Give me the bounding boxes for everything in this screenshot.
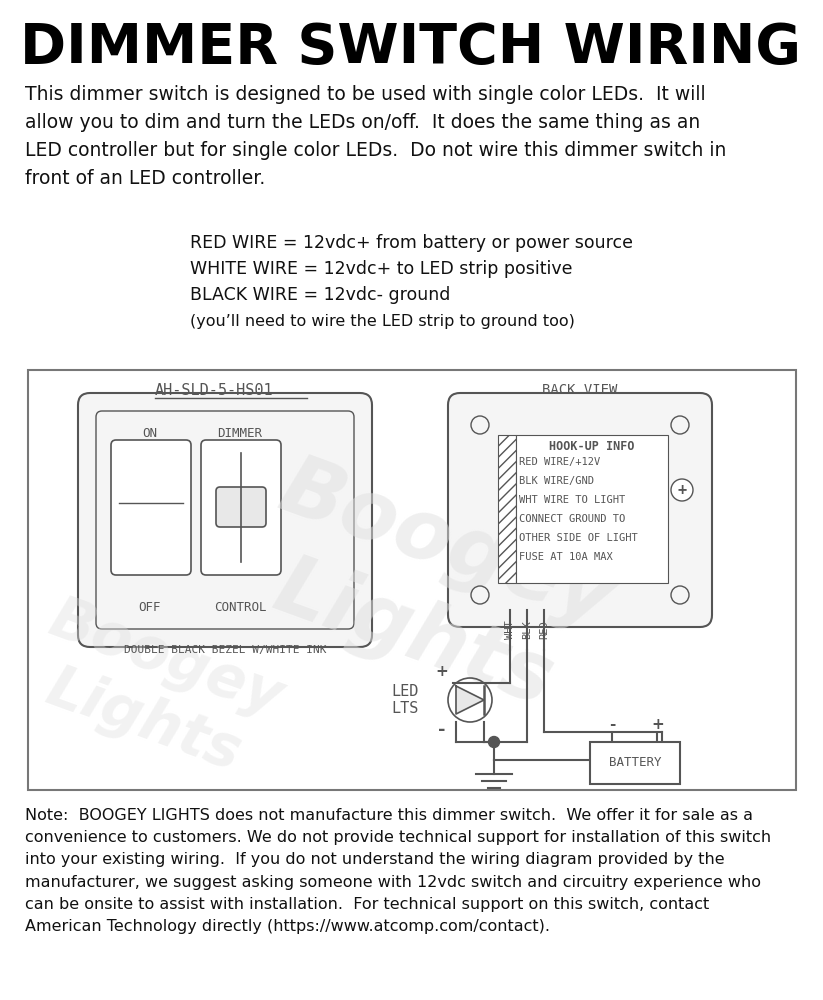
FancyBboxPatch shape — [78, 393, 372, 647]
Text: -: - — [609, 717, 616, 732]
Circle shape — [671, 479, 693, 501]
Text: WHITE WIRE = 12vdc+ to LED strip positive: WHITE WIRE = 12vdc+ to LED strip positiv… — [190, 260, 573, 278]
Bar — [590, 742, 680, 784]
Text: HOOK-UP INFO: HOOK-UP INFO — [549, 440, 635, 453]
Text: +: + — [651, 717, 664, 732]
Circle shape — [489, 736, 500, 748]
Text: CONNECT GROUND TO: CONNECT GROUND TO — [519, 514, 625, 524]
Text: OFF: OFF — [139, 601, 161, 614]
Text: BATTERY: BATTERY — [609, 756, 661, 770]
Text: BLACK WIRE = 12vdc- ground: BLACK WIRE = 12vdc- ground — [190, 286, 450, 304]
Text: Boogey
Lights: Boogey Lights — [19, 590, 291, 790]
FancyBboxPatch shape — [96, 411, 354, 629]
Text: Note:  BOOGEY LIGHTS does not manufacture this dimmer switch.  We offer it for s: Note: BOOGEY LIGHTS does not manufacture… — [25, 808, 771, 934]
Text: +: + — [677, 483, 686, 497]
FancyBboxPatch shape — [111, 440, 191, 575]
Text: This dimmer switch is designed to be used with single color LEDs.  It will
allow: This dimmer switch is designed to be use… — [25, 85, 727, 188]
Text: AH-SLD-5-HS01: AH-SLD-5-HS01 — [155, 383, 273, 398]
Text: BLK WIRE/GND: BLK WIRE/GND — [519, 476, 594, 486]
Polygon shape — [456, 686, 484, 714]
Text: -: - — [439, 721, 446, 739]
Text: CONTROL: CONTROL — [214, 601, 267, 614]
Text: BACK VIEW: BACK VIEW — [542, 383, 618, 397]
FancyBboxPatch shape — [201, 440, 281, 575]
Circle shape — [671, 586, 689, 604]
Text: RED: RED — [539, 620, 549, 639]
Text: RED WIRE = 12vdc+ from battery or power source: RED WIRE = 12vdc+ from battery or power … — [190, 234, 633, 252]
FancyBboxPatch shape — [448, 393, 712, 627]
Bar — [498, 435, 516, 583]
Circle shape — [471, 416, 489, 434]
FancyBboxPatch shape — [216, 487, 266, 527]
Text: Boogey
Lights: Boogey Lights — [236, 448, 624, 732]
Text: RED WIRE/+12V: RED WIRE/+12V — [519, 457, 600, 467]
Circle shape — [671, 416, 689, 434]
Text: +: + — [435, 664, 449, 680]
Text: WHT WIRE TO LIGHT: WHT WIRE TO LIGHT — [519, 495, 625, 505]
Bar — [516, 435, 668, 583]
Text: LED
LTS: LED LTS — [391, 684, 419, 716]
Text: DOUBLE BLACK BEZEL W/WHITE INK: DOUBLE BLACK BEZEL W/WHITE INK — [123, 645, 326, 655]
Text: (you’ll need to wire the LED strip to ground too): (you’ll need to wire the LED strip to gr… — [190, 314, 575, 329]
Text: OTHER SIDE OF LIGHT: OTHER SIDE OF LIGHT — [519, 533, 638, 543]
Text: DIMMER SWITCH WIRING: DIMMER SWITCH WIRING — [21, 21, 802, 75]
Text: DIMMER: DIMMER — [217, 427, 263, 440]
Bar — [28, 370, 796, 790]
Text: BLK: BLK — [522, 620, 532, 639]
Text: ON: ON — [142, 427, 157, 440]
Text: FUSE AT 10A MAX: FUSE AT 10A MAX — [519, 552, 613, 562]
Text: WHT: WHT — [505, 620, 515, 639]
Circle shape — [471, 586, 489, 604]
